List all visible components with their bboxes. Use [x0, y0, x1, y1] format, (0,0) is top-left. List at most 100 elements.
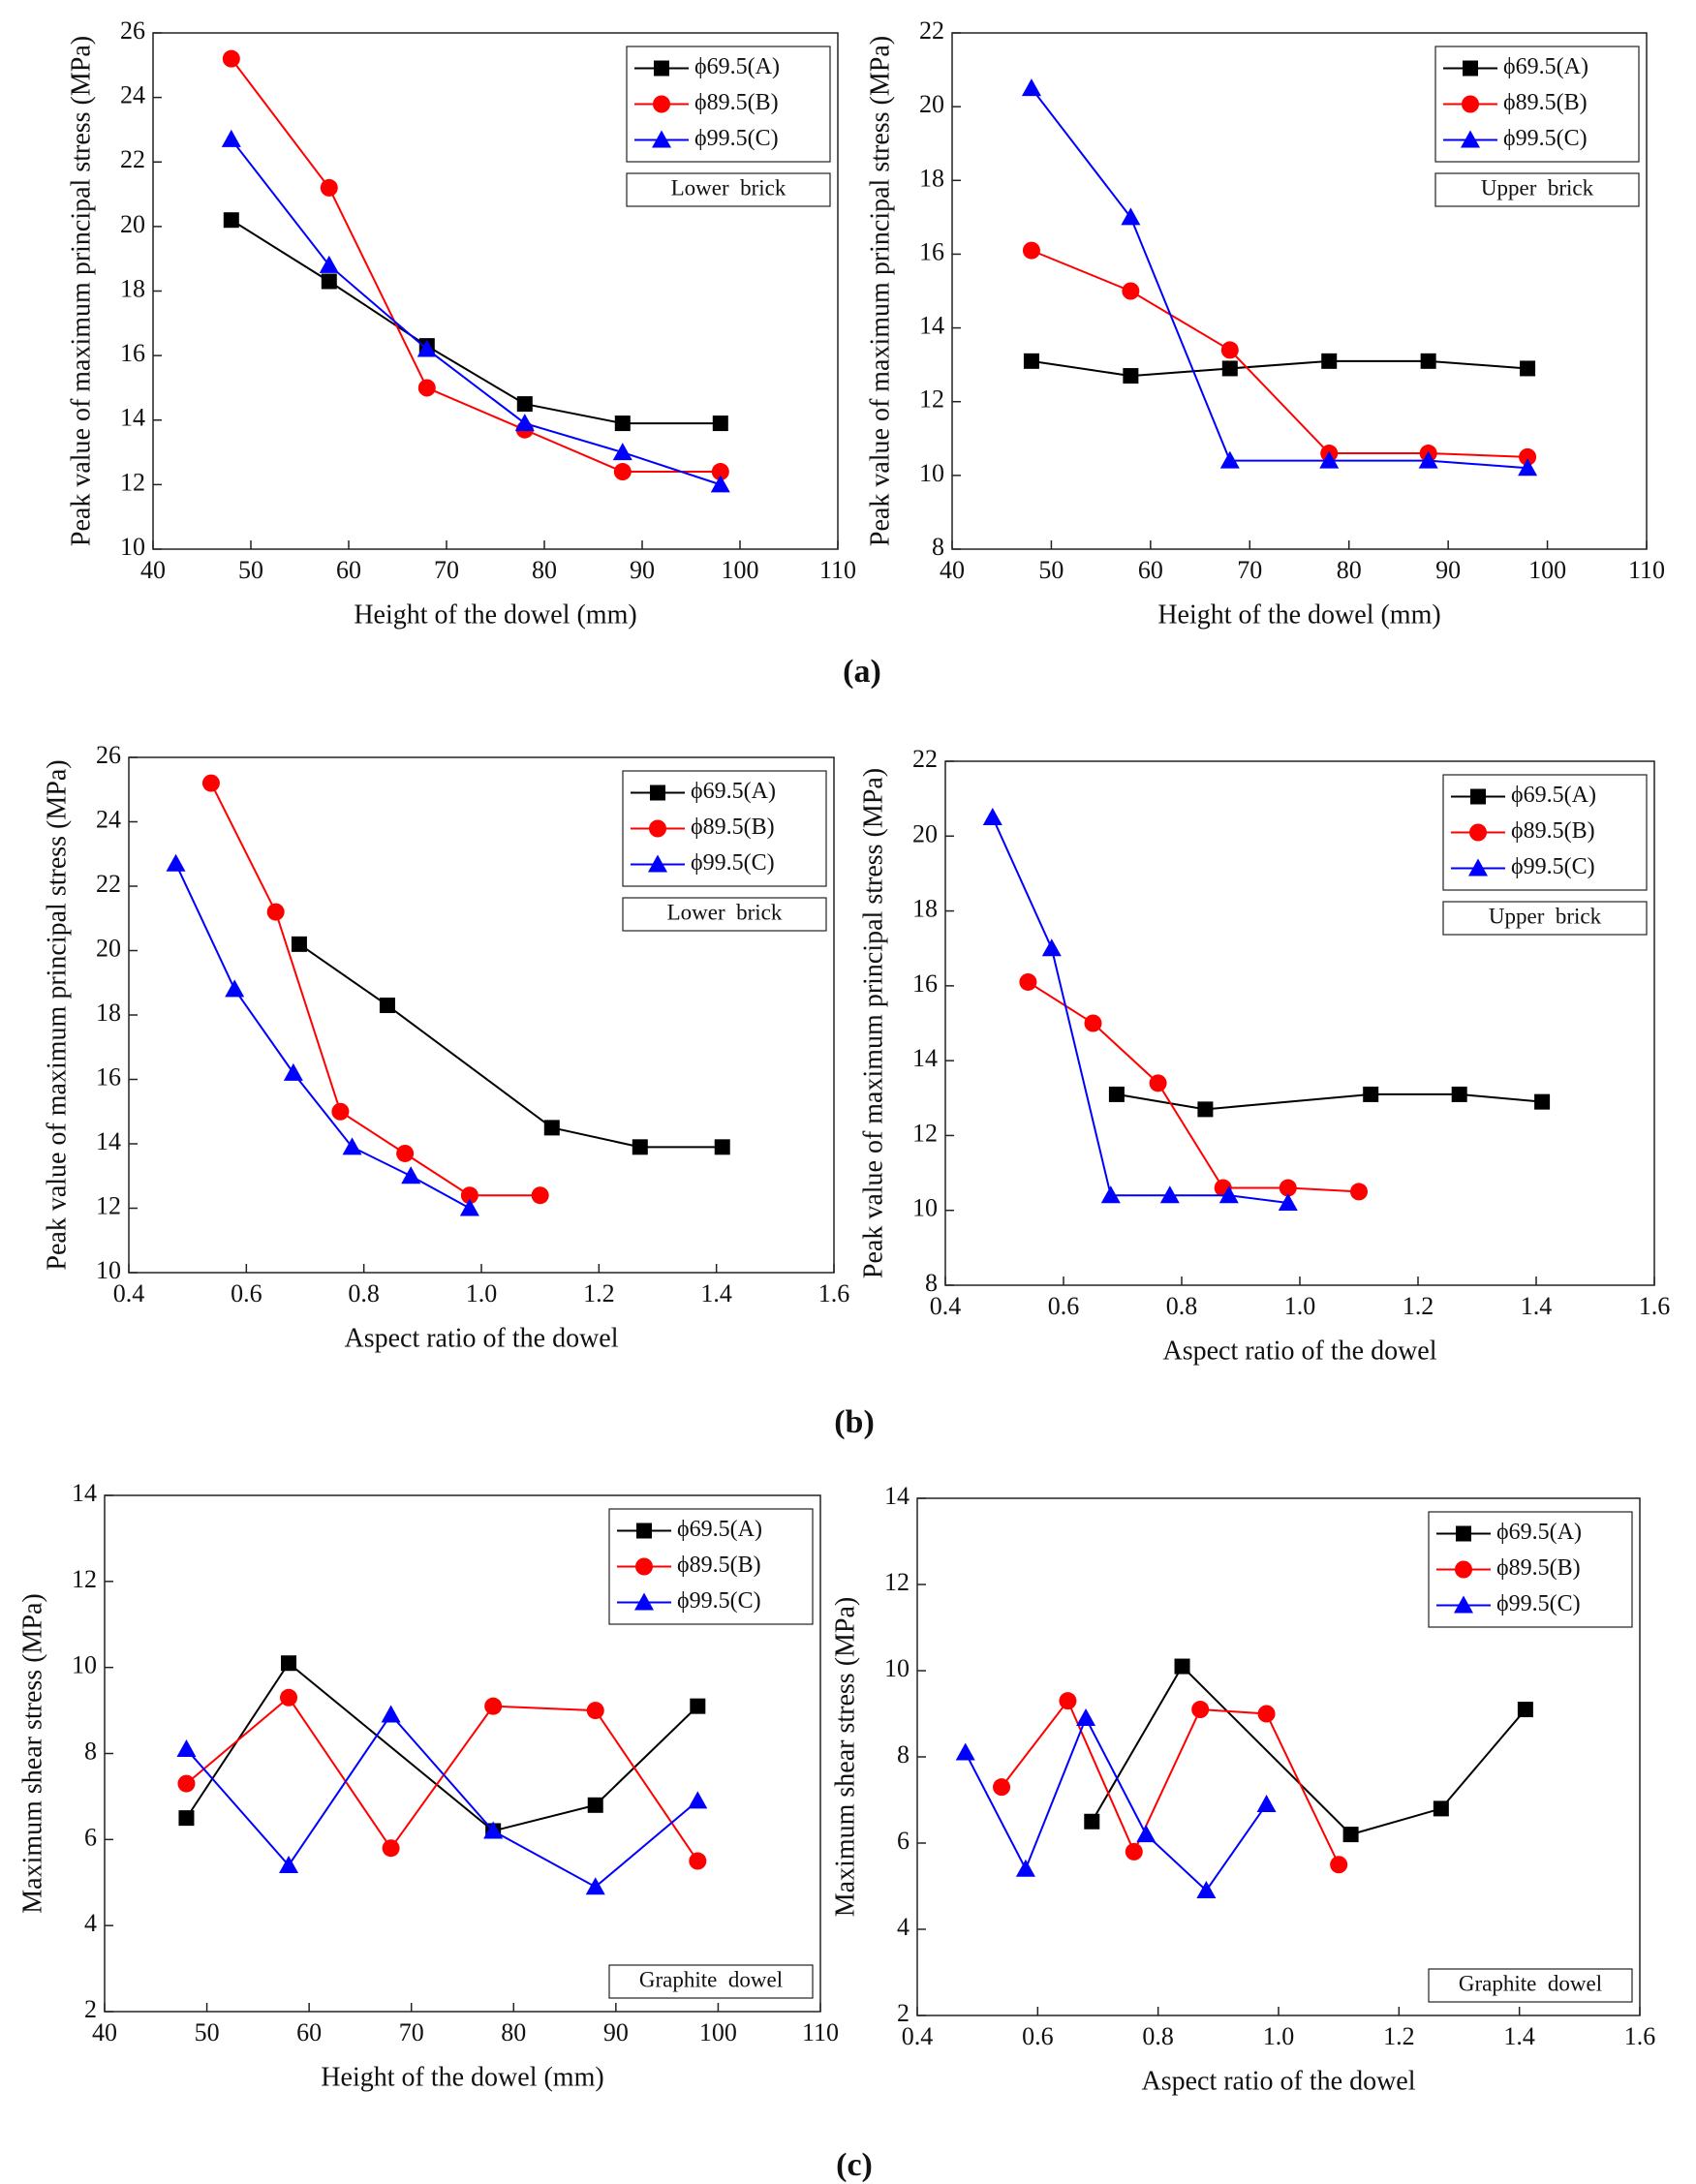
x-tick-label: 110	[802, 2018, 839, 2046]
marker	[1321, 353, 1338, 369]
marker	[516, 396, 533, 413]
marker	[1125, 1842, 1143, 1861]
x-tick-label: 50	[1038, 556, 1064, 584]
x-tick-label: 1.4	[1521, 1292, 1553, 1320]
series-line	[1031, 359, 1528, 378]
x-tick-label: 40	[940, 556, 965, 584]
y-tick-label: 12	[884, 1568, 910, 1596]
legend-label: ϕ69.5(A)	[691, 779, 776, 804]
marker	[379, 998, 395, 1014]
x-axis-label: Aspect ratio of the dowel	[1162, 1336, 1436, 1366]
x-tick-label: 70	[399, 2018, 424, 2046]
y-axis-label: Maximum shear stress (MPa)	[830, 1597, 860, 1918]
panel-label: (b)	[834, 1404, 875, 1440]
x-tick-label: 50	[238, 556, 263, 584]
marker	[1519, 447, 1537, 466]
legend-label: ϕ99.5(C)	[691, 850, 775, 876]
marker	[416, 339, 437, 357]
marker	[514, 414, 535, 432]
marker	[1123, 368, 1139, 385]
x-axis-label: Aspect ratio of the dowel	[1141, 2066, 1415, 2096]
marker	[1278, 1192, 1298, 1211]
series-line	[1027, 981, 1360, 1193]
marker	[690, 1698, 706, 1714]
marker	[1149, 1074, 1167, 1092]
marker	[178, 1810, 195, 1827]
x-tick-label: 80	[532, 556, 557, 584]
y-axis-label: Maximum shear stress (MPa)	[17, 1593, 47, 1914]
y-tick-label: 10	[884, 1654, 910, 1682]
x-tick-label: 0.8	[1166, 1292, 1198, 1320]
marker	[1518, 458, 1538, 477]
legend-label: ϕ69.5(A)	[1503, 54, 1588, 79]
y-tick-label: 6	[84, 1823, 97, 1851]
marker	[1420, 353, 1436, 369]
x-tick-label: 40	[92, 2018, 117, 2046]
marker	[632, 1139, 648, 1155]
y-tick-label: 10	[912, 1194, 938, 1222]
marker	[1433, 1800, 1449, 1817]
marker	[382, 1839, 400, 1858]
y-tick-label: 10	[96, 1256, 121, 1284]
marker	[585, 1877, 605, 1895]
marker	[1122, 282, 1140, 300]
y-tick-label: 24	[120, 81, 145, 109]
marker	[1534, 1093, 1551, 1110]
y-tick-label: 10	[72, 1651, 97, 1679]
marker	[1218, 1185, 1239, 1204]
marker	[688, 1791, 708, 1809]
y-tick-label: 8	[925, 1269, 938, 1297]
y-tick-label: 22	[96, 870, 121, 898]
marker	[1015, 1859, 1035, 1877]
marker	[1023, 353, 1039, 369]
y-tick-label: 16	[120, 339, 145, 367]
marker	[266, 903, 285, 921]
marker	[1197, 1101, 1214, 1118]
marker	[1220, 341, 1239, 359]
y-tick-label: 26	[96, 741, 121, 769]
marker	[613, 463, 632, 481]
marker	[1219, 450, 1240, 469]
y-tick-label: 8	[932, 533, 944, 561]
marker	[635, 1557, 653, 1576]
marker	[1084, 1813, 1100, 1830]
marker	[222, 49, 240, 68]
y-tick-label: 4	[897, 1913, 910, 1941]
y-axis-label: Peak value of maximum principal stress (…	[66, 36, 96, 546]
y-axis-label: Peak value of maximum principal stress (…	[42, 759, 72, 1270]
x-tick-label: 100	[722, 556, 759, 584]
y-tick-label: 14	[72, 1479, 97, 1507]
annotation: Graphite dowel	[639, 1967, 783, 1991]
y-tick-label: 12	[72, 1565, 97, 1593]
x-tick-label: 100	[699, 2018, 737, 2046]
x-tick-label: 1.0	[1284, 1292, 1316, 1320]
y-tick-label: 10	[120, 533, 145, 561]
series-line	[210, 783, 540, 1197]
marker	[1021, 78, 1041, 97]
marker	[1461, 130, 1480, 148]
marker	[221, 129, 241, 147]
marker	[612, 443, 632, 461]
marker	[1191, 1701, 1210, 1719]
marker	[342, 1137, 362, 1155]
legend-label: ϕ89.5(B)	[1496, 1555, 1581, 1581]
marker	[283, 1062, 303, 1081]
y-tick-label: 16	[96, 1062, 121, 1091]
marker	[543, 1120, 560, 1136]
marker	[1059, 1692, 1077, 1710]
y-tick-label: 18	[912, 895, 938, 923]
y-tick-label: 8	[84, 1737, 97, 1765]
marker	[417, 379, 436, 397]
panel-label: (c)	[836, 2147, 873, 2183]
annotation: Graphite dowel	[1459, 1971, 1602, 1995]
marker	[1330, 1856, 1348, 1874]
annotation: Upper brick	[1481, 175, 1594, 200]
marker	[1455, 1560, 1472, 1579]
legend-label: ϕ99.5(C)	[1496, 1591, 1581, 1616]
marker	[586, 1702, 604, 1720]
marker	[483, 1821, 504, 1839]
marker	[1076, 1707, 1096, 1726]
marker	[714, 1139, 730, 1155]
legend-label: ϕ99.5(C)	[677, 1588, 761, 1614]
